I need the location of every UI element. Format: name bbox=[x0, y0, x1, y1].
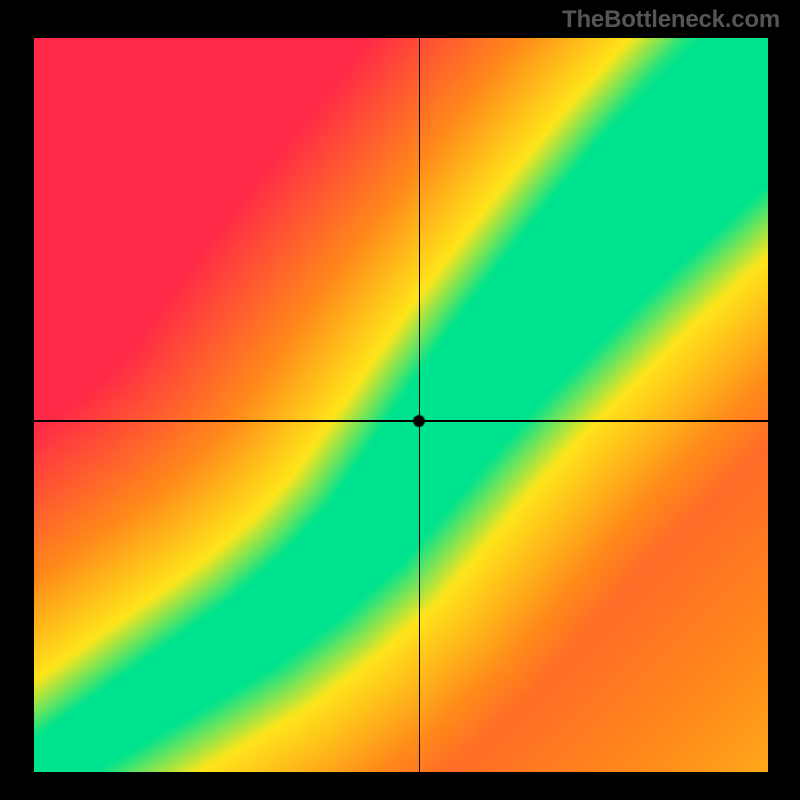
crosshair-marker bbox=[411, 413, 427, 429]
watermark-text: TheBottleneck.com bbox=[562, 6, 780, 34]
heatmap-canvas bbox=[34, 38, 768, 772]
chart-root: TheBottleneck.com bbox=[0, 0, 800, 800]
heatmap-plot bbox=[34, 38, 768, 772]
